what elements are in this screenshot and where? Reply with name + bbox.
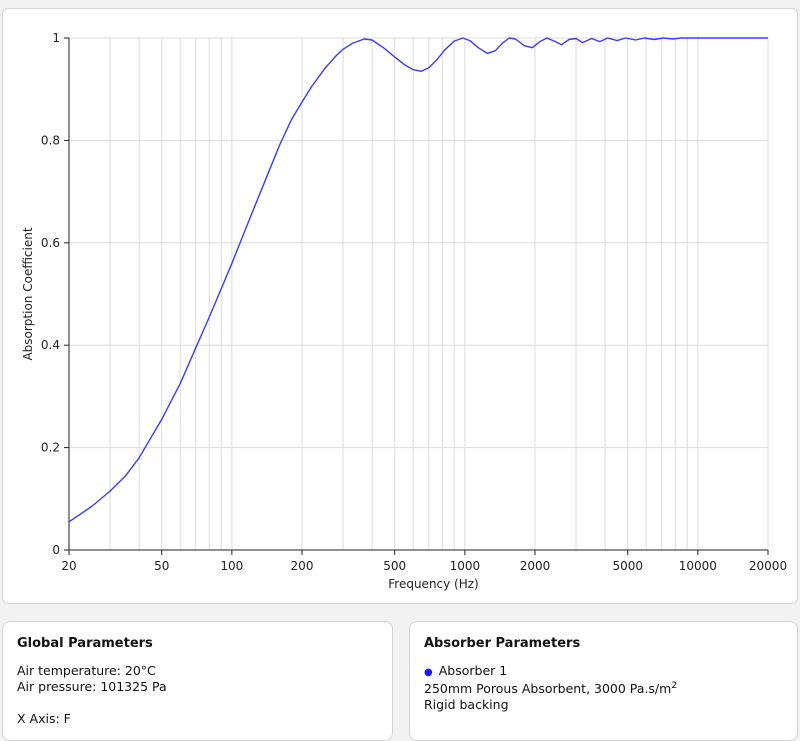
absorber-description-text: 250mm Porous Absorbent, 3000 Pa.s/m bbox=[424, 681, 672, 696]
x-axis-title: Frequency (Hz) bbox=[388, 577, 479, 591]
absorber-description: 250mm Porous Absorbent, 3000 Pa.s/m2 bbox=[424, 681, 783, 697]
absorber-parameters-title: Absorber Parameters bbox=[424, 636, 581, 651]
y-axis-title: Absorption Coefficient bbox=[21, 227, 35, 360]
absorber-backing: Rigid backing bbox=[424, 697, 509, 712]
chart-card: 0 0.2 0.4 0.6 0.8 1 20 50 100 200 500 1000 2000 5000 1… bbox=[2, 8, 798, 604]
x-tick-label: 200 bbox=[291, 559, 314, 573]
y-tick-label: 0 bbox=[52, 543, 60, 557]
series-line bbox=[68, 37, 768, 523]
x-tick-label: 20000 bbox=[749, 559, 787, 573]
x-tick-label: 500 bbox=[383, 559, 406, 573]
x-tick-label: 100 bbox=[220, 559, 243, 573]
absorption-chart: 0 0.2 0.4 0.6 0.8 1 20 50 100 200 500 1000 2000 5000 1… bbox=[21, 31, 787, 591]
x-axis-setting: X Axis: F bbox=[17, 711, 71, 726]
x-tick-label: 1000 bbox=[450, 559, 481, 573]
x-tick-label: 10000 bbox=[679, 559, 717, 573]
x-tick-label: 20 bbox=[61, 559, 76, 573]
y-tick-label: 0.8 bbox=[41, 133, 60, 147]
absorber-name: Absorber 1 bbox=[438, 663, 508, 678]
y-tick-label: 0.6 bbox=[41, 236, 60, 250]
x-tick-label: 5000 bbox=[612, 559, 643, 573]
air-temperature: Air temperature: 20°C bbox=[17, 663, 156, 678]
y-tick-label: 1 bbox=[52, 31, 60, 45]
series-color-dot-icon: ● bbox=[424, 667, 433, 678]
y-tick-label: 0.2 bbox=[41, 441, 60, 455]
global-parameters-title: Global Parameters bbox=[17, 636, 153, 651]
absorber-parameters-panel: Absorber Parameters ● Absorber 1 250mm Po… bbox=[409, 621, 798, 741]
air-pressure: Air pressure: 101325 Pa bbox=[17, 679, 167, 694]
absorber-entry[interactable]: ● Absorber 1 bbox=[424, 663, 783, 681]
x-tick-label: 2000 bbox=[520, 559, 551, 573]
absorber-description-sup: 2 bbox=[671, 680, 678, 691]
y-tick-label: 0.4 bbox=[41, 338, 60, 352]
x-tick-label: 50 bbox=[154, 559, 169, 573]
global-parameters-panel: Global Parameters Air temperature: 20°C … bbox=[2, 621, 393, 741]
